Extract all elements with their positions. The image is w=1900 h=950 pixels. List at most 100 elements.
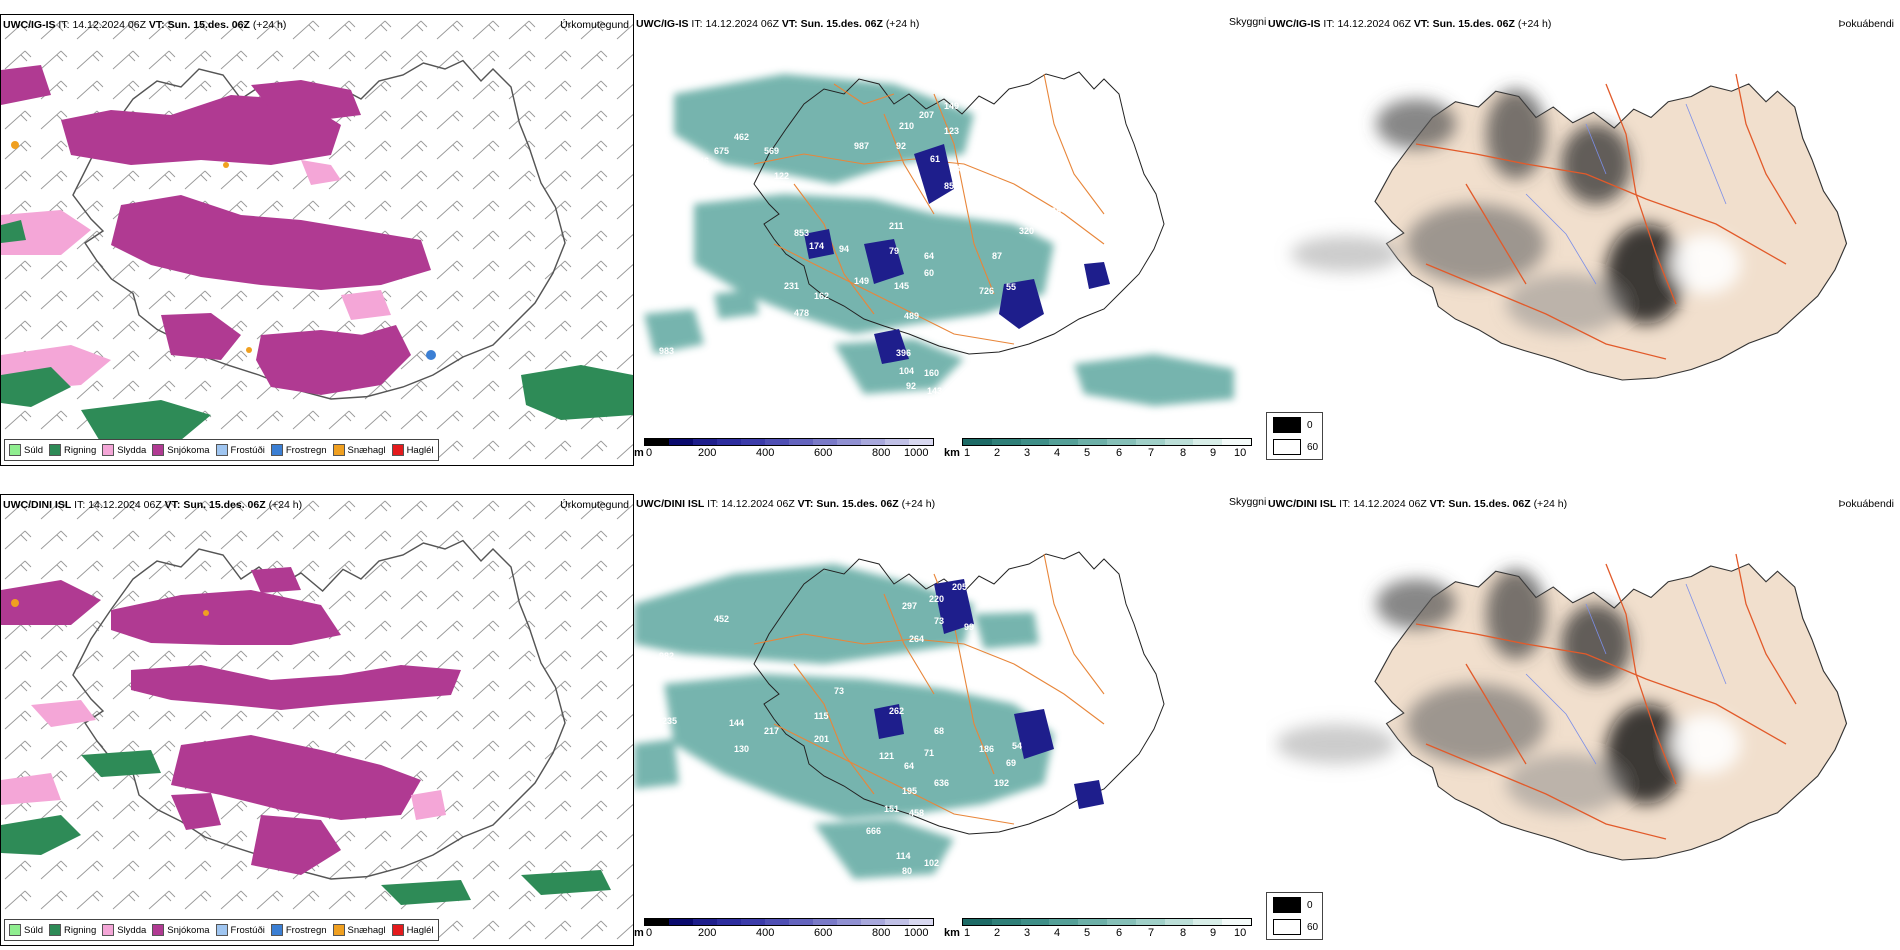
model-name: UWC/DINI ISL (636, 498, 705, 510)
it-label: IT: (74, 499, 86, 511)
colorbar-tick: 7 (1148, 927, 1155, 939)
it-value: 14.12.2024 06Z (721, 498, 795, 510)
panel-header: UWC/IG-IS IT: 14.12.2024 06Z VT: Sun. 15… (1268, 18, 1551, 30)
legend-swatch (1273, 417, 1301, 433)
vt-value: Sun. 15.des. 06Z (183, 499, 266, 511)
panel-header: UWC/DINI ISL IT: 14.12.2024 06Z VT: Sun.… (3, 499, 302, 511)
colorbar-tick: 0 (646, 447, 653, 459)
colorbar-unit: m (634, 447, 644, 459)
colorbar-tick: 8 (1180, 447, 1187, 459)
legend-label: Snjókoma (167, 444, 210, 456)
panel-header: UWC/IG-IS IT: 14.12.2024 06Z VT: Sun. 15… (636, 18, 919, 30)
map-label: 123 (944, 126, 959, 136)
map-label: 122 (774, 171, 789, 181)
legend-item: Haglél (391, 924, 434, 936)
map-label: 103 (649, 271, 664, 281)
map-label: 121 (879, 751, 894, 761)
vt-value: Sun. 15.des. 06Z (1448, 498, 1531, 510)
legend-label: Rigning (64, 924, 97, 936)
cloud-visibility-map-top: 675 462 569 146 987 122 210 207 149 117 … (644, 71, 1234, 406)
map-label: 162 (814, 291, 829, 301)
map-label: 33 (1080, 816, 1090, 826)
map-label: 146 (694, 156, 709, 166)
legend-item: Snjókoma (152, 444, 210, 456)
map-label: 102 (924, 858, 939, 868)
colorbar-tick: 9 (1210, 447, 1217, 459)
cloudbase-colorbar: m 0 200 400 600 800 1000 (634, 438, 934, 462)
model-name: UWC/IG-IS (1268, 18, 1321, 30)
color-step (813, 439, 837, 445)
color-step (1135, 439, 1165, 445)
colorbar-tick: 400 (756, 927, 775, 939)
map-label: 22 (664, 246, 674, 256)
colorbar-tick: 400 (756, 447, 775, 459)
map-label: 149 (854, 276, 869, 286)
model-name: UWC/DINI ISL (1268, 498, 1337, 510)
legend-swatch (215, 924, 228, 936)
lead-time: (+24 h) (1533, 498, 1568, 510)
panel-title: Úrkomutegund (560, 499, 629, 511)
color-step (717, 919, 741, 925)
map-label: 151 (884, 804, 899, 814)
map-label: 69 (1006, 758, 1016, 768)
legend-swatch (102, 444, 115, 456)
color-step (837, 439, 861, 445)
legend-label: Frostregn (285, 924, 327, 936)
legend-label: Súld (24, 444, 44, 456)
colorbar-tick: 0 (646, 927, 653, 939)
legend-swatch (152, 444, 165, 456)
color-step (1135, 919, 1165, 925)
map-label: 92 (906, 381, 916, 391)
legend-item: Slydda (102, 444, 146, 456)
map-label: 567 (1012, 808, 1027, 818)
legend-label: 0 (1307, 419, 1313, 431)
color-step (741, 439, 765, 445)
map-label: 983 (659, 346, 674, 356)
map-label: 201 (814, 734, 829, 744)
legend-label: Snæhagl (347, 444, 386, 456)
it-label: IT: (1323, 18, 1335, 30)
map-label: 92 (896, 141, 906, 151)
model-name: UWC/DINI ISL (3, 499, 72, 511)
color-step (765, 919, 789, 925)
legend-swatch (1273, 439, 1301, 455)
legend-label: Frostregn (285, 444, 327, 456)
legend-item: Frostregn (270, 924, 327, 936)
color-step (693, 439, 717, 445)
map-label: 264 (909, 634, 924, 644)
map-label: 982 (659, 651, 674, 661)
map-label: 297 (902, 601, 917, 611)
map-label: 452 (714, 614, 729, 624)
fog-panel-bottom: UWC/DINI ISL IT: 14.12.2024 06Z VT: Sun.… (1266, 494, 1898, 946)
map-label: 71 (924, 748, 934, 758)
vt-label: VT: (781, 18, 798, 30)
color-step (909, 439, 933, 445)
it-value: 14.12.2024 06Z (88, 499, 162, 511)
map-label: 195 (902, 786, 917, 796)
map-label: 217 (764, 726, 779, 736)
legend-swatch (152, 924, 165, 936)
color-step (1049, 439, 1079, 445)
map-label: 144 (729, 718, 744, 728)
panel-title: Skyggni (1229, 496, 1267, 508)
color-step (1078, 439, 1107, 445)
map-label: 396 (896, 348, 911, 358)
visibility-bar (962, 918, 1252, 926)
vt-value: Sun. 15.des. 06Z (1432, 18, 1515, 30)
legend-label: 60 (1307, 441, 1319, 453)
vt-label: VT: (1429, 498, 1446, 510)
map-label: 192 (994, 778, 1009, 788)
color-step (885, 439, 909, 445)
color-step (789, 439, 813, 445)
it-value: 14.12.2024 06Z (1337, 18, 1411, 30)
color-step (837, 919, 861, 925)
panel-header: UWC/DINI ISL IT: 14.12.2024 06Z VT: Sun.… (1268, 498, 1567, 510)
map-label: 636 (934, 778, 949, 788)
precip-type-map-bottom (1, 495, 633, 945)
legend-swatch (49, 444, 62, 456)
legend-item: Frostúði (215, 444, 265, 456)
lead-time: (+24 h) (885, 18, 920, 30)
it-label: IT: (691, 18, 703, 30)
map-label: 186 (979, 744, 994, 754)
lead-time: (+24 h) (901, 498, 936, 510)
